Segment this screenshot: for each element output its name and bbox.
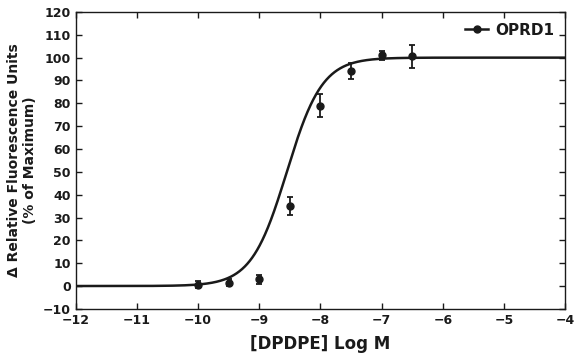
- X-axis label: [DPDPE] Log M: [DPDPE] Log M: [250, 335, 391, 353]
- Legend: OPRD1: OPRD1: [459, 17, 561, 44]
- Y-axis label: Δ Relative Fluorescence Units
(% of Maximum): Δ Relative Fluorescence Units (% of Maxi…: [7, 44, 37, 277]
